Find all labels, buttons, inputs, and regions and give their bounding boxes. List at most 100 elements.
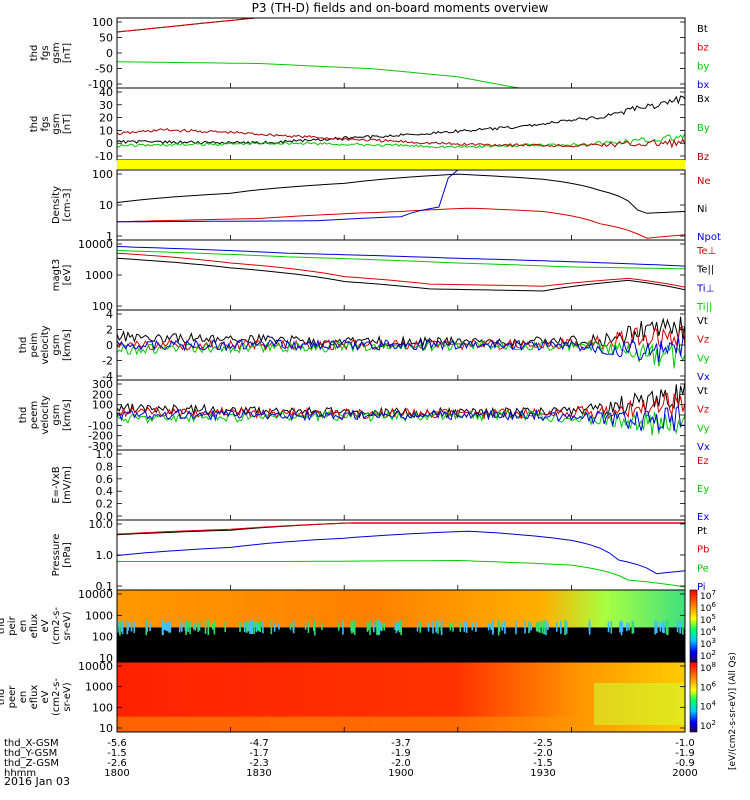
legend-entry: Vy <box>697 353 710 364</box>
spectrogram-pixel <box>224 621 227 633</box>
legend-entry: Ni <box>697 204 707 215</box>
y-axis-label: Pressure[nPa] <box>51 534 73 577</box>
spectrogram-pixel <box>376 620 378 635</box>
spectrogram-pixel <box>181 622 183 632</box>
spectrogram-pixel <box>432 620 434 634</box>
y-label-line: [nT] <box>62 114 73 134</box>
series-line-peim-3 <box>117 336 685 363</box>
spectrogram-pixel <box>632 621 635 634</box>
spectrogram-pixel <box>204 620 207 634</box>
series-line-fgs1-2 <box>117 61 525 88</box>
spectrogram-pixel <box>373 621 375 633</box>
spectrogram-pixel <box>452 622 454 632</box>
colorbar-peir <box>689 589 698 663</box>
spectrogram-pixel <box>273 622 276 632</box>
y-label-line: sr-eV) <box>62 611 73 640</box>
figure-title: P3 (TH-D) fields and on-board moments ov… <box>252 1 549 15</box>
ephemeris-value: -5.6 <box>107 738 127 749</box>
y-label-line: [cm-3] <box>62 188 73 221</box>
panel-frame <box>116 169 686 241</box>
y-tick-label: 0.1 <box>96 580 114 593</box>
series-line-pressure-2 <box>117 559 685 588</box>
spectrogram-pixel <box>397 623 400 630</box>
ephemeris-row-label: thd_Y-GSM <box>4 748 57 759</box>
spectrogram-pixel <box>399 621 401 633</box>
panel-frame <box>116 17 686 89</box>
legend-entry: bx <box>697 80 709 91</box>
spectrogram-pixel <box>211 623 214 630</box>
ephemeris-value: -0.9 <box>675 758 695 769</box>
spectrogram-peer <box>117 662 685 732</box>
ephemeris-value: -2.5 <box>533 738 553 749</box>
ephemeris-value: 2000 <box>672 768 697 779</box>
spectrogram-pixel <box>610 620 613 634</box>
ephemeris-value: -1.7 <box>249 748 269 759</box>
y-label-line: eV <box>40 690 51 703</box>
series-line-temp-2 <box>117 246 685 267</box>
spectrogram-pixel <box>400 619 402 636</box>
y-tick-label: 0.6 <box>96 473 114 486</box>
legend-entry: Vx <box>697 442 710 453</box>
y-tick-label: -200 <box>88 430 113 443</box>
y-axis-label: E=-VxB[mV/m] <box>51 466 73 504</box>
series-line-fgs1-1 <box>117 18 260 33</box>
ephemeris-value: -2.3 <box>249 758 269 769</box>
spectrogram-pixel <box>289 623 292 630</box>
series-line-peem-3 <box>117 405 685 432</box>
y-tick-label: 0.2 <box>96 498 114 511</box>
y-label-line: [eV] <box>62 265 73 286</box>
y-label-line: [nT] <box>62 43 73 63</box>
spectrogram-pixel <box>545 619 547 636</box>
y-axis-label: thdfgsgsm[nT] <box>29 42 73 63</box>
y-tick-label: 100 <box>92 16 113 29</box>
y-axis-label: Density[cm-3] <box>51 186 73 224</box>
spectrogram-pixel <box>471 623 474 631</box>
spectrogram-pixel <box>164 623 166 631</box>
panel-frame <box>116 239 686 311</box>
spectrogram-pixel <box>342 620 344 635</box>
y-tick-label: 0.0 <box>96 510 114 523</box>
y-tick-label: 50 <box>99 32 113 45</box>
spectrogram-pixel <box>378 620 381 635</box>
ephemeris-value: 1800 <box>104 768 129 779</box>
spectrogram-pixel <box>539 621 541 633</box>
y-tick-label: 300 <box>92 378 113 391</box>
y-tick-label: 100 <box>92 399 113 412</box>
legend-entry: Ez <box>697 456 709 467</box>
spectrogram-pixel <box>504 620 506 634</box>
spectrogram-pixel <box>565 620 568 634</box>
ephemeris-value: -2.0 <box>533 748 553 759</box>
colorbar-label: [eV/(cm2-s-sr-eV)] (All Qs) <box>728 652 738 770</box>
spectrogram-pixel <box>528 622 531 632</box>
series-line-pressure-0 <box>117 522 685 536</box>
spectrogram-pixel <box>654 620 656 635</box>
spectrogram-pixel <box>383 623 386 631</box>
spectrogram-pixel <box>547 623 549 631</box>
ephemeris-row-label: thd_Z-GSM <box>4 758 59 769</box>
y-tick-label: 100 <box>92 631 113 644</box>
legend-entry: Vz <box>697 405 709 416</box>
spectrogram-pixel <box>127 622 129 631</box>
series-line-peim-0 <box>117 316 685 349</box>
spectrogram-pixel <box>126 620 129 635</box>
spectrogram-pixel <box>555 622 558 632</box>
boundary-indicator-bar <box>117 160 685 169</box>
y-tick-label: 2 <box>106 324 113 337</box>
spectrogram-pixel <box>435 621 437 633</box>
y-tick-label: -10 <box>95 150 113 163</box>
y-label-line: fgs <box>40 45 51 60</box>
ephemeris-value: -2.6 <box>107 758 127 769</box>
y-tick-label: 200 <box>92 388 113 401</box>
y-label-line: thd <box>29 116 40 133</box>
y-tick-label: 20 <box>99 112 113 125</box>
legend-entry: Pe <box>697 563 709 574</box>
panel-efield: 1.00.80.60.40.20.0 E=-VxB[mV/m] Ez Ey Ex <box>51 448 709 523</box>
spectrogram-pixel <box>246 622 249 632</box>
y-axis-label: thdpeerenefluxeV(cm2-s-sr-eV) <box>0 678 73 716</box>
spectrogram-pixel <box>394 623 396 630</box>
spectrogram-pixel <box>381 622 383 632</box>
ephemeris-row-label: thd_X-GSM <box>4 738 59 749</box>
series-line-density-2 <box>117 170 685 223</box>
